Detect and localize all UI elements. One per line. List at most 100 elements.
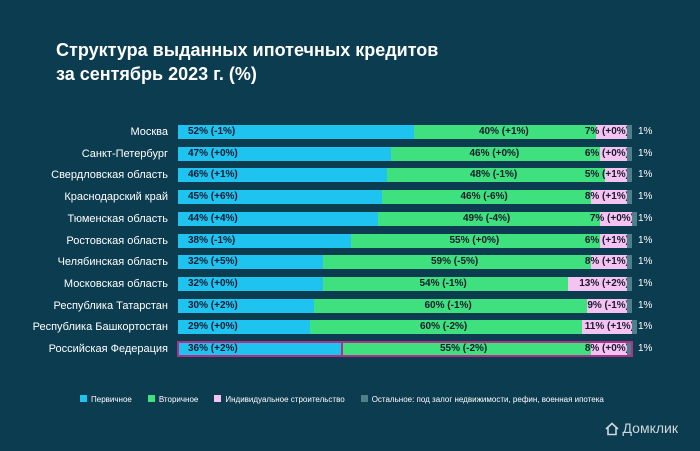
data-label: 9% (-1%) bbox=[587, 300, 629, 311]
data-label: 5% (+1%) bbox=[584, 169, 629, 180]
data-label: 46% (+1%) bbox=[188, 169, 238, 180]
legend-swatch bbox=[80, 395, 87, 403]
data-label: 6% (+1%) bbox=[584, 235, 629, 246]
house-logo-icon bbox=[605, 422, 619, 436]
bar-segment bbox=[178, 320, 310, 334]
bar-row: 46% (+1%) 48% (-1%) 5% (+1%) bbox=[178, 168, 632, 182]
bar-segment bbox=[627, 125, 632, 139]
data-label: 32% (+0%) bbox=[188, 278, 238, 289]
legend-item: Индивидуальное строительство bbox=[214, 393, 345, 407]
bar-segment bbox=[178, 299, 314, 313]
legend-swatch bbox=[147, 395, 155, 403]
data-label: 1% bbox=[638, 343, 653, 354]
data-label: 55% (+0%) bbox=[449, 235, 500, 246]
data-label: 7% (+0%) bbox=[589, 213, 634, 224]
chart-title-line-2: за сентябрь 2023 г. (%) bbox=[56, 64, 257, 84]
bar-segment bbox=[627, 342, 632, 356]
bar-segment bbox=[600, 212, 632, 226]
bar-row: 36% (+2%) 55% (-2%) 8% (+0%) bbox=[178, 342, 632, 356]
data-label: 1% bbox=[638, 126, 653, 137]
bar-row: 47% (+0%) 46% (+0%) 6% (+0%) bbox=[178, 147, 632, 161]
data-label: 46% (+0%) bbox=[469, 148, 520, 159]
bar-segment bbox=[582, 320, 632, 334]
bar-segment bbox=[341, 342, 591, 356]
bar-segment bbox=[378, 212, 600, 226]
legend-label: Вторичное bbox=[158, 395, 199, 404]
category-label: Российская Федерация bbox=[48, 343, 168, 355]
bar-segment bbox=[627, 277, 632, 291]
bar-segment bbox=[627, 147, 632, 161]
data-label: 1% bbox=[638, 256, 653, 267]
legend-label: Первичное bbox=[91, 395, 132, 404]
data-label: 1% bbox=[638, 148, 653, 159]
data-label: 49% (-4%) bbox=[463, 213, 511, 224]
bar-row: 29% (+0%) 60% (-2%) 11% (+1%) bbox=[178, 320, 637, 334]
legend-item: Остальное: под залог недвижимости, рефин… bbox=[360, 393, 604, 407]
legend-label: Индивидуальное строительство bbox=[225, 395, 345, 404]
bar-segment bbox=[178, 190, 382, 204]
data-label: 1% bbox=[638, 213, 653, 224]
bar-segment bbox=[591, 190, 627, 204]
data-label: 7% (+0%) bbox=[584, 126, 629, 137]
data-label: 36% (+2%) bbox=[188, 343, 238, 354]
bar-segment bbox=[414, 125, 596, 139]
category-label: Санкт-Петербург bbox=[81, 148, 168, 160]
data-label: 40% (+1%) bbox=[479, 126, 529, 137]
bar-segment bbox=[178, 277, 323, 291]
data-label: 47% (+0%) bbox=[188, 148, 238, 159]
highlight-separator bbox=[341, 342, 343, 356]
bar-segment bbox=[627, 190, 632, 204]
bar-row: 52% (-1%) 40% (+1%) 7% (+0%) bbox=[178, 125, 632, 139]
data-label: 13% (+2%) bbox=[579, 278, 629, 289]
legend-item: Вторичное bbox=[147, 393, 199, 407]
bar-segment bbox=[314, 299, 587, 313]
bar-segment bbox=[323, 277, 568, 291]
bar-row: 30% (+2%) 60% (-1%) 9% (-1%) bbox=[178, 299, 632, 313]
bar-segment bbox=[627, 168, 632, 182]
category-label: Краснодарский край bbox=[64, 191, 168, 203]
data-label: 1% bbox=[638, 235, 653, 246]
data-label: 44% (+4%) bbox=[188, 213, 238, 224]
bar-segment bbox=[627, 234, 632, 248]
data-label: 52% (-1%) bbox=[188, 126, 236, 137]
bar-segment bbox=[627, 299, 632, 313]
category-label: Ростовская область bbox=[66, 235, 168, 247]
bar-row: 32% (+0%) 54% (-1%) 13% (+2%) bbox=[178, 277, 632, 291]
chart-title: Структура выданных ипотечных кредитов за… bbox=[56, 38, 438, 86]
data-label: 59% (-5%) bbox=[431, 256, 479, 267]
data-label: 1% bbox=[638, 321, 653, 332]
category-label: Челябинская область bbox=[57, 256, 168, 268]
data-label: 32% (+5%) bbox=[188, 256, 238, 267]
data-label: 29% (+0%) bbox=[188, 321, 238, 332]
category-label: Москва bbox=[130, 126, 168, 138]
bar-segment bbox=[391, 147, 600, 161]
bar-segment bbox=[600, 147, 627, 161]
category-label: Республика Башкортостан bbox=[32, 321, 168, 333]
data-label: 8% (+1%) bbox=[584, 191, 629, 202]
bar-segment bbox=[178, 342, 341, 356]
bar-row: 32% (+5%) 59% (-5%) 8% (+1%) bbox=[178, 255, 632, 269]
brand-logo: Домклик bbox=[605, 420, 678, 436]
category-label: Тюменская область bbox=[67, 213, 168, 225]
data-label: 38% (-1%) bbox=[188, 235, 236, 246]
data-label: 55% (-2%) bbox=[440, 343, 488, 354]
data-label: 46% (-6%) bbox=[460, 191, 508, 202]
legend-label: Остальное: под залог недвижимости, рефин… bbox=[371, 395, 604, 404]
data-label: 6% (+0%) bbox=[584, 148, 629, 159]
bar-row: 45% (+6%) 46% (-6%) 8% (+1%) bbox=[178, 190, 632, 204]
legend-swatch bbox=[214, 395, 222, 403]
data-label: 11% (+1%) bbox=[584, 321, 634, 332]
bar-segment bbox=[596, 125, 627, 139]
bar-segment bbox=[568, 277, 627, 291]
bar-segment bbox=[591, 255, 627, 269]
bar-segment bbox=[178, 125, 414, 139]
bar-segment bbox=[632, 320, 637, 334]
data-label: 60% (-2%) bbox=[420, 321, 468, 332]
bar-segment bbox=[627, 255, 632, 269]
bar-segment bbox=[382, 190, 591, 204]
chart-title-line-1: Структура выданных ипотечных кредитов bbox=[56, 40, 439, 60]
bar-segment bbox=[178, 168, 387, 182]
bar-segment bbox=[178, 255, 323, 269]
bar-segment bbox=[178, 147, 391, 161]
